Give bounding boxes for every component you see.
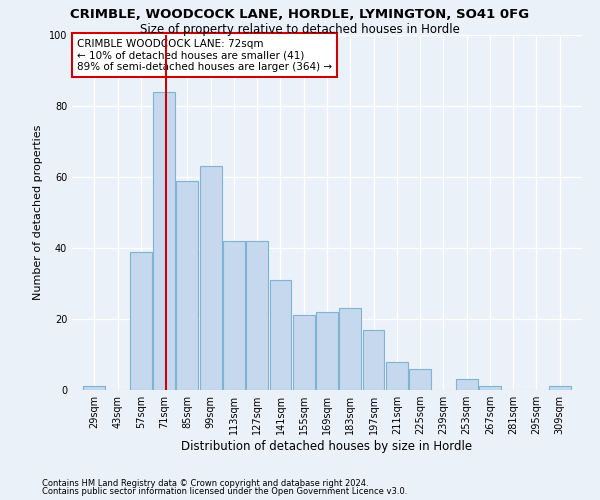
Bar: [548, 386, 571, 390]
Text: Contains public sector information licensed under the Open Government Licence v3: Contains public sector information licen…: [42, 487, 407, 496]
Bar: [223, 241, 245, 390]
Bar: [83, 386, 106, 390]
Text: Contains HM Land Registry data © Crown copyright and database right 2024.: Contains HM Land Registry data © Crown c…: [42, 478, 368, 488]
Bar: [130, 252, 152, 390]
Bar: [339, 308, 361, 390]
Bar: [200, 166, 221, 390]
Bar: [269, 280, 292, 390]
Text: Size of property relative to detached houses in Hordle: Size of property relative to detached ho…: [140, 22, 460, 36]
Bar: [293, 316, 315, 390]
Bar: [246, 241, 268, 390]
Bar: [455, 380, 478, 390]
Bar: [153, 92, 175, 390]
Bar: [362, 330, 385, 390]
Bar: [316, 312, 338, 390]
X-axis label: Distribution of detached houses by size in Hordle: Distribution of detached houses by size …: [181, 440, 473, 453]
Bar: [479, 386, 501, 390]
Text: CRIMBLE, WOODCOCK LANE, HORDLE, LYMINGTON, SO41 0FG: CRIMBLE, WOODCOCK LANE, HORDLE, LYMINGTO…: [70, 8, 530, 20]
Bar: [409, 368, 431, 390]
Bar: [176, 180, 199, 390]
Y-axis label: Number of detached properties: Number of detached properties: [33, 125, 43, 300]
Bar: [386, 362, 408, 390]
Text: CRIMBLE WOODCOCK LANE: 72sqm
← 10% of detached houses are smaller (41)
89% of se: CRIMBLE WOODCOCK LANE: 72sqm ← 10% of de…: [77, 38, 332, 72]
